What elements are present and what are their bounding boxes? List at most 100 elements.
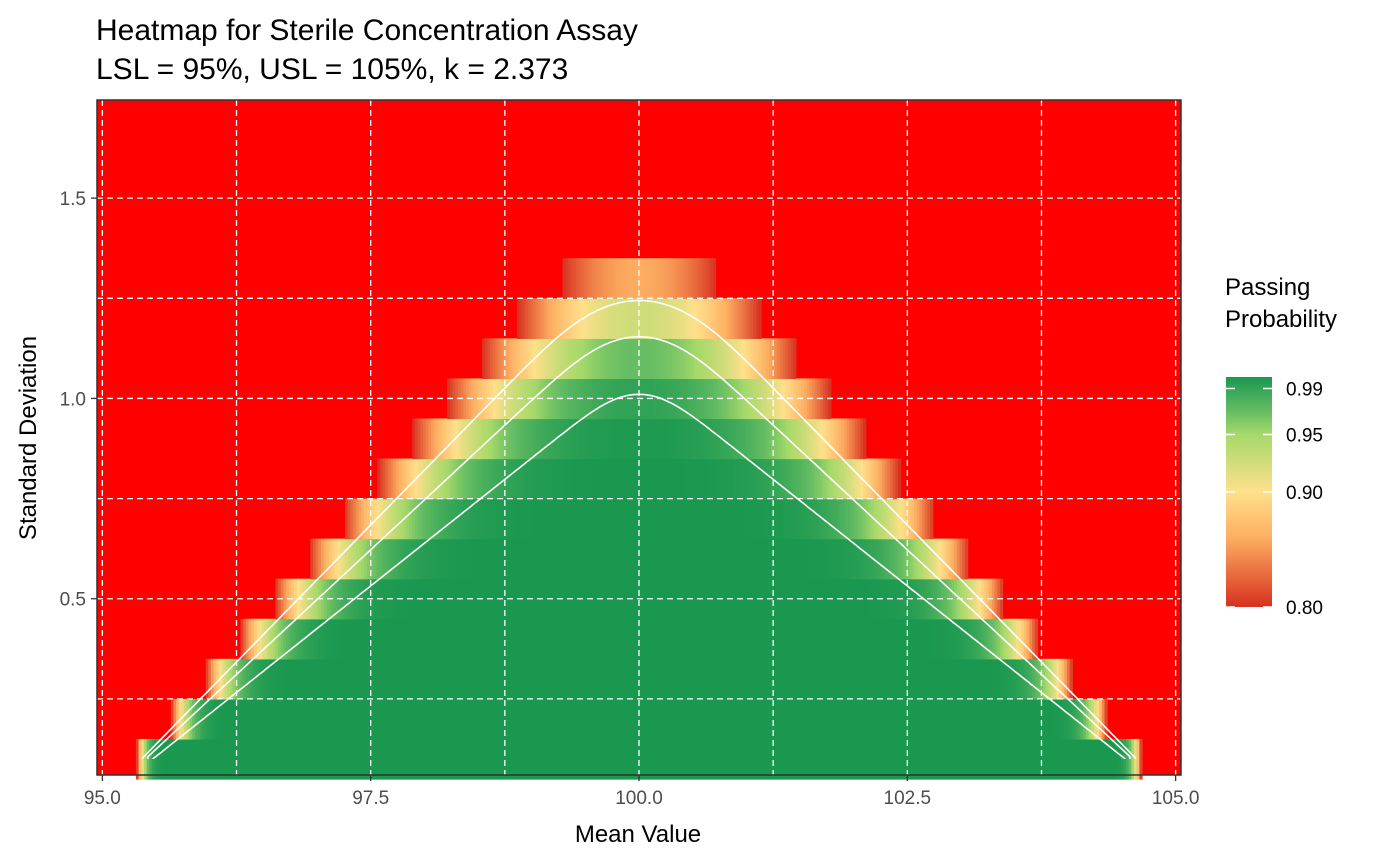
heatmap-cell xyxy=(575,338,580,380)
heatmap-cell xyxy=(694,658,698,700)
heatmap-cell xyxy=(914,618,918,660)
heatmap-cell xyxy=(460,418,464,460)
heatmap-cell xyxy=(414,738,419,780)
heatmap-cell xyxy=(626,258,631,299)
heatmap-cell xyxy=(787,618,792,660)
heatmap-cell xyxy=(774,538,778,580)
heatmap-cell xyxy=(651,618,655,660)
heatmap-cell xyxy=(999,738,1004,780)
heatmap-cell xyxy=(739,658,743,700)
heatmap-cell xyxy=(592,698,596,740)
heatmap-cell xyxy=(524,538,529,580)
heatmap-cell xyxy=(490,458,494,500)
heatmap-cell xyxy=(412,618,416,660)
heatmap-cell xyxy=(425,658,429,700)
heatmap-cell xyxy=(675,378,679,420)
heatmap-cell xyxy=(645,698,649,740)
heatmap-cell xyxy=(374,658,378,700)
heatmap-cell xyxy=(1093,738,1098,780)
heatmap-cell xyxy=(511,418,515,460)
heatmap-cell xyxy=(358,698,362,740)
heatmap-cell xyxy=(720,658,725,700)
contour-line xyxy=(147,336,1131,759)
heatmap-cell xyxy=(275,698,279,740)
heatmap-cell xyxy=(761,698,765,740)
heatmap-cell xyxy=(938,698,942,740)
heatmap-cell xyxy=(409,658,413,700)
heatmap-cell xyxy=(519,618,523,660)
heatmap-cell xyxy=(1050,738,1055,780)
heatmap-cell xyxy=(487,458,491,500)
heatmap-cell xyxy=(495,498,499,540)
heatmap-cell xyxy=(844,698,848,740)
heatmap-cell xyxy=(672,338,676,380)
heatmap-cell xyxy=(345,578,349,620)
heatmap-cell xyxy=(549,538,553,580)
heatmap-cell xyxy=(492,498,497,540)
heatmap-cell xyxy=(482,538,486,580)
heatmap-cell xyxy=(621,538,625,580)
heatmap-cell xyxy=(514,378,518,420)
heatmap-cell xyxy=(479,618,483,660)
heatmap-cell xyxy=(514,418,518,460)
heatmap-cell xyxy=(605,338,609,380)
heatmap-cell xyxy=(1058,738,1063,780)
heatmap-cell xyxy=(471,498,475,540)
heatmap-cell xyxy=(704,378,709,420)
heatmap-cell xyxy=(664,738,668,780)
heatmap-cell xyxy=(766,698,770,740)
heatmap-cell xyxy=(1064,738,1068,780)
heatmap-cell xyxy=(597,338,601,380)
heatmap-cell xyxy=(736,738,741,780)
heatmap-cell xyxy=(372,618,376,660)
heatmap-cell xyxy=(535,698,539,740)
heatmap-cell xyxy=(388,458,392,500)
heatmap-cell xyxy=(441,698,446,740)
heatmap-cell xyxy=(908,698,912,740)
heatmap-cell xyxy=(919,658,923,700)
heatmap-cell xyxy=(194,738,199,780)
heatmap-cell xyxy=(1066,698,1071,740)
heatmap-cell xyxy=(812,578,816,620)
heatmap-cell xyxy=(809,458,813,500)
heatmap-cell xyxy=(750,498,754,540)
heatmap-cell xyxy=(946,698,950,740)
heatmap-cell xyxy=(570,258,574,299)
heatmap-cell xyxy=(490,498,494,540)
heatmap-cell xyxy=(275,658,279,700)
heatmap-cell xyxy=(565,378,569,420)
heatmap-cell xyxy=(573,298,577,339)
heatmap-cell xyxy=(584,538,588,580)
heatmap-cell xyxy=(903,538,907,580)
heatmap-cell xyxy=(347,738,352,780)
heatmap-cell xyxy=(742,618,746,660)
heatmap-cell xyxy=(744,738,749,780)
heatmap-cell xyxy=(600,298,604,339)
heatmap-cell xyxy=(613,618,617,660)
heatmap-cell xyxy=(914,698,918,740)
heatmap-cell xyxy=(334,658,338,700)
heatmap-cell xyxy=(640,498,644,540)
heatmap-cell xyxy=(750,298,754,339)
heatmap-cell xyxy=(600,738,604,780)
heatmap-cell xyxy=(331,618,336,660)
heatmap-cell xyxy=(683,378,687,420)
heatmap-cell xyxy=(334,618,338,660)
heatmap-cell xyxy=(535,738,539,780)
heatmap-cell xyxy=(766,418,770,460)
heatmap-cell xyxy=(608,618,612,660)
heatmap-cell xyxy=(589,298,593,339)
heatmap-cell xyxy=(372,738,376,780)
heatmap-cell xyxy=(538,298,542,339)
heatmap-cell xyxy=(814,578,819,620)
heatmap-cell xyxy=(138,738,142,780)
heatmap-cell xyxy=(924,618,929,660)
heatmap-cell xyxy=(594,458,599,500)
heatmap-cell xyxy=(989,618,993,660)
heatmap-cell xyxy=(779,618,784,660)
heatmap-cell xyxy=(245,658,250,700)
heatmap-cell xyxy=(278,738,282,780)
heatmap-cell xyxy=(763,698,768,740)
heatmap-cell xyxy=(626,698,631,740)
heatmap-cell xyxy=(1034,738,1039,780)
